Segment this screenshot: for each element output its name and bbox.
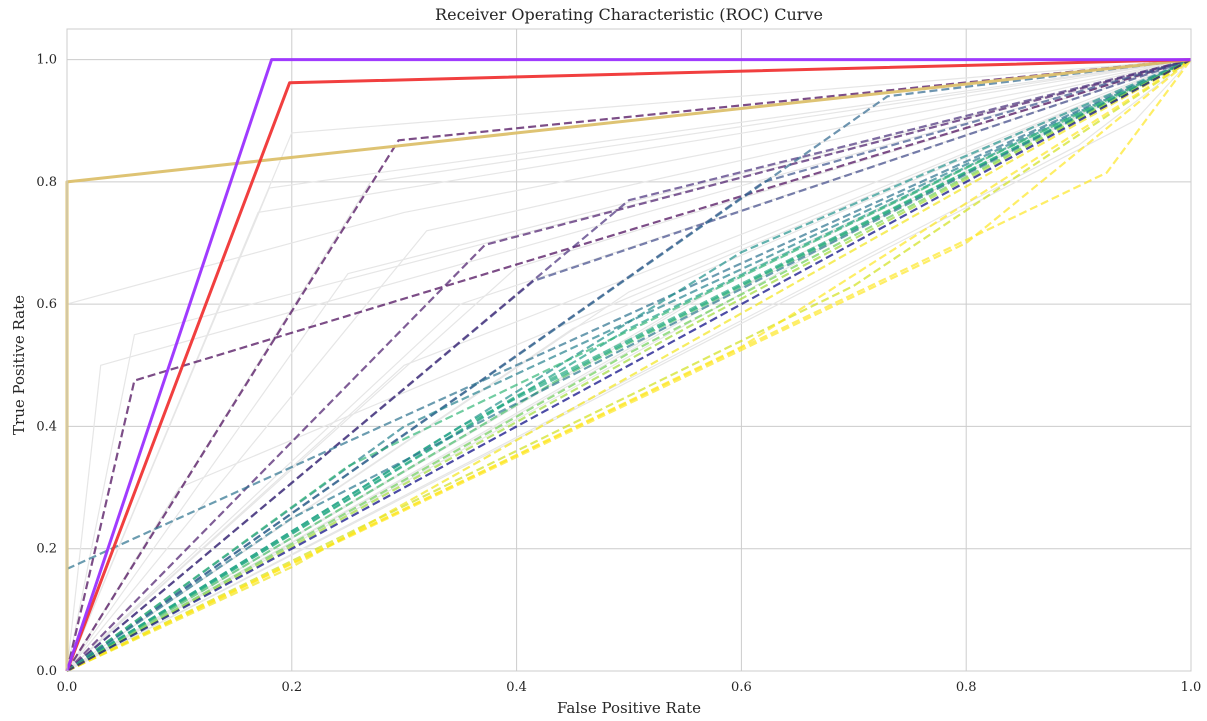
x-axis-title: False Positive Rate [557,699,701,717]
dashed-roc-curve [66,58,1192,672]
background-roc-curve [66,59,1192,672]
solid-roc-curve [65,58,1192,672]
background-roc-curve [66,59,1192,672]
y-axis-title: True Positive Rate [10,295,28,435]
dashed-roc-curve [66,58,1192,672]
x-tick-label: 0.2 [281,680,302,695]
x-tick-label: 0.4 [506,680,527,695]
background-roc-curve [66,59,1192,672]
y-tick-label: 0.2 [36,542,57,557]
curves [65,58,1192,672]
dashed-roc-curve [66,58,1192,672]
dashed-roc-curve [66,58,1192,672]
dashed-roc-curve [65,58,1192,672]
y-tick-label: 0.4 [36,419,57,434]
dashed-roc-curve [66,58,1192,672]
dashed-roc-curve [66,58,1192,672]
dashed-roc-curve [66,58,1192,672]
y-tick-label: 0.0 [36,664,57,679]
background-roc-curve [66,59,1192,672]
dashed-roc-curve [66,58,1192,672]
background-roc-curve [66,59,1192,672]
background-roc-curve [66,59,1192,672]
background-roc-curve [66,59,1192,672]
y-tick-label: 0.6 [36,297,57,312]
x-tick-label: 0.8 [956,680,977,695]
dashed-roc-curve [66,58,1192,570]
y-tick-label: 0.8 [36,175,57,190]
background-roc-curve [66,59,1192,672]
x-tick-label: 1.0 [1181,680,1202,695]
dashed-roc-curve [66,58,1192,672]
y-tick-label: 1.0 [36,53,57,68]
y-tick-labels: 0.0 0.2 0.4 0.6 0.8 1.0 [36,53,57,679]
dashed-roc-curve [66,58,1192,672]
x-tick-label: 0.0 [57,680,78,695]
x-tick-label: 0.6 [731,680,752,695]
dashed-roc-curve [66,58,1192,672]
dashed-roc-curve [66,58,1192,672]
solid-roc-curve [65,58,1191,672]
background-roc-curve [66,59,1192,672]
chart-title: Receiver Operating Characteristic (ROC) … [435,5,823,24]
plot-frame [66,28,1192,672]
dashed-roc-curve [66,58,1192,672]
background-roc-curve [66,59,1192,305]
dashed-roc-curve [66,58,1192,672]
x-tick-labels: 0.0 0.2 0.4 0.6 0.8 1.0 [57,680,1202,695]
